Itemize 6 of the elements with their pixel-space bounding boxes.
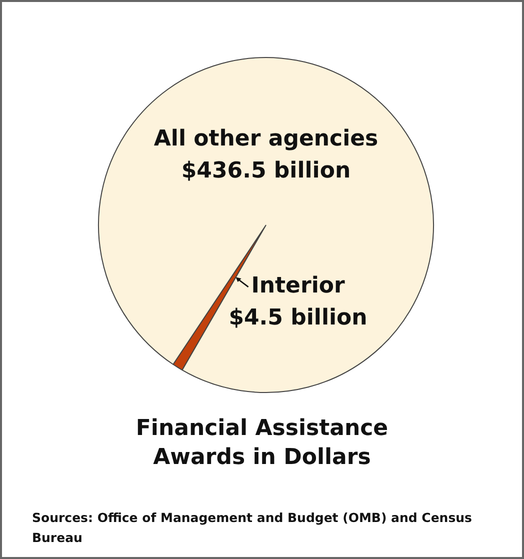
source-note: Sources: Office of Management and Budget (OMB) and Census Bureau [32, 509, 473, 547]
data-label: $4.5 billion [228, 306, 368, 331]
data-label: $436.5 billion [181, 158, 351, 184]
text: Financial Assistance Awards in Dollars [134, 415, 390, 472]
slice-label: All other agencies [154, 126, 378, 152]
slice-label: Interior [251, 274, 345, 299]
